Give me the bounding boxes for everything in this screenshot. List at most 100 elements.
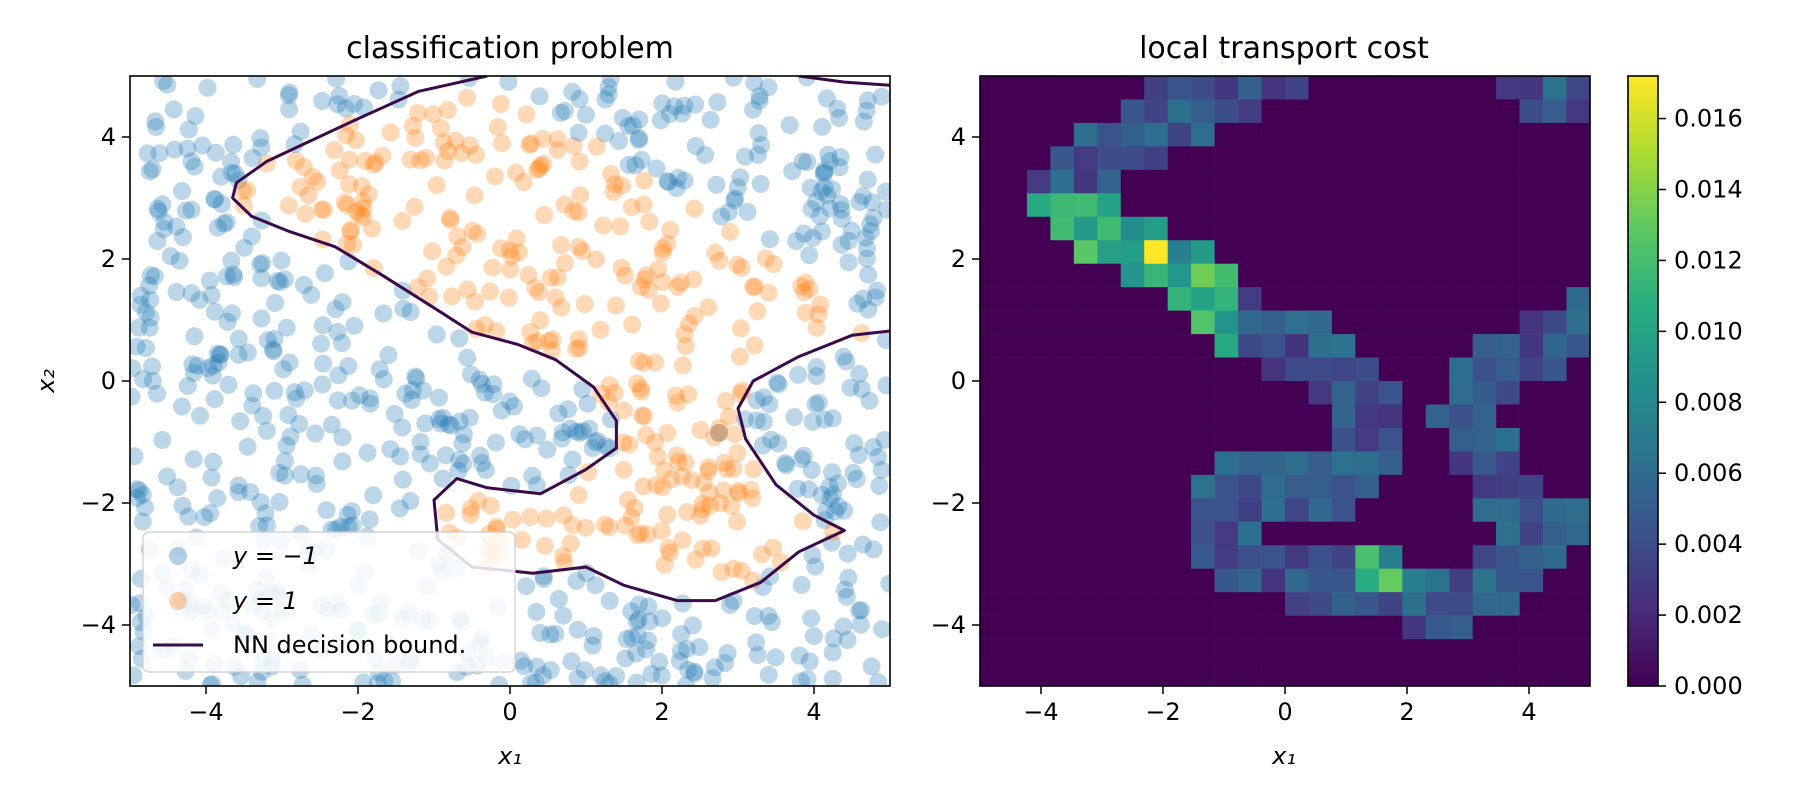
- heatmap-cell: [1050, 193, 1075, 218]
- point-class-neg: [345, 316, 364, 335]
- heatmap-cell: [1097, 427, 1122, 452]
- heatmap-cell: [1308, 263, 1333, 288]
- heatmap-cell: [1355, 334, 1380, 358]
- heatmap-cell: [1449, 404, 1473, 429]
- point-class-neg: [177, 201, 195, 220]
- point-class-neg: [718, 644, 737, 663]
- point-class-neg: [208, 489, 227, 508]
- heatmap-cell: [1167, 615, 1192, 640]
- heatmap-cell: [1378, 146, 1403, 171]
- point-class-neg: [803, 412, 822, 431]
- point-class-neg: [354, 98, 373, 117]
- point-class-pos: [466, 292, 484, 311]
- heatmap-cell: [1402, 639, 1427, 663]
- point-class-neg: [791, 672, 810, 686]
- point-class-neg: [724, 76, 743, 87]
- colorbar-tick-label: 0.000: [1674, 672, 1743, 700]
- point-class-neg: [358, 443, 377, 462]
- heatmap-cell: [1543, 99, 1567, 124]
- point-class-neg: [211, 345, 230, 364]
- heatmap-cell: [1331, 545, 1356, 569]
- point-class-neg: [229, 345, 248, 364]
- heatmap-cell: [1073, 193, 1098, 218]
- heatmap-cell: [1308, 498, 1333, 523]
- point-class-neg: [561, 419, 580, 438]
- heatmap-cell: [1120, 615, 1145, 640]
- point-class-neg: [719, 203, 738, 222]
- point-class-neg: [224, 265, 243, 284]
- heatmap-cell: [1331, 287, 1356, 311]
- point-class-pos: [342, 220, 361, 239]
- point-class-neg: [460, 408, 479, 427]
- point-class-neg: [150, 144, 169, 163]
- point-class-pos: [567, 340, 586, 359]
- heatmap-cell: [1402, 615, 1427, 640]
- point-class-neg: [817, 89, 836, 108]
- point-class-neg: [658, 172, 677, 191]
- heatmap-cell: [1308, 76, 1333, 100]
- heatmap-cell: [1167, 146, 1192, 171]
- point-class-neg: [154, 220, 173, 239]
- point-class-neg: [673, 594, 692, 613]
- heatmap-cell: [980, 521, 1004, 546]
- point-class-neg: [573, 380, 592, 399]
- heatmap-cell: [1238, 427, 1262, 452]
- point-class-pos: [611, 217, 630, 236]
- point-class-neg: [178, 139, 197, 158]
- heatmap-cell: [1073, 240, 1098, 264]
- point-class-neg: [794, 446, 813, 465]
- point-class-pos: [573, 242, 592, 261]
- point-class-pos: [728, 444, 747, 463]
- point-class-neg: [515, 657, 534, 676]
- heatmap-cell: [1003, 592, 1028, 616]
- heatmap-cell: [1472, 451, 1497, 476]
- point-class-pos: [675, 325, 694, 344]
- heatmap-cell: [1120, 240, 1145, 264]
- heatmap-cell: [1191, 216, 1215, 241]
- point-class-neg: [130, 447, 144, 466]
- heatmap-cell: [1214, 568, 1239, 593]
- heatmap-cell: [1214, 193, 1239, 218]
- heatmap-cell: [1144, 146, 1168, 171]
- heatmap-cell: [1097, 592, 1122, 616]
- point-class-neg: [530, 87, 549, 106]
- point-class-neg: [411, 432, 430, 451]
- heatmap-cell: [1378, 240, 1403, 264]
- point-class-neg: [306, 424, 325, 443]
- heatmap-cell: [1496, 193, 1520, 218]
- heatmap-cell: [1120, 521, 1145, 546]
- x-tick-label-right: 0: [1277, 698, 1292, 726]
- heatmap-cell: [1378, 334, 1403, 358]
- legend-marker-blue: [169, 547, 187, 565]
- heatmap-cell: [1167, 639, 1192, 663]
- heatmap-cell: [1378, 427, 1403, 452]
- point-class-pos: [655, 555, 674, 574]
- point-class-pos: [337, 126, 355, 145]
- heatmap-cell: [1003, 568, 1028, 593]
- point-class-pos: [613, 176, 632, 195]
- heatmap-cell: [980, 357, 1004, 382]
- point-class-neg: [619, 116, 638, 135]
- heatmap-cell: [1285, 662, 1309, 687]
- heatmap-cell: [1167, 169, 1192, 194]
- heatmap-cell: [1026, 592, 1051, 616]
- heatmap-cell: [1050, 498, 1075, 523]
- point-class-pos: [409, 104, 428, 122]
- point-class-neg: [683, 616, 702, 635]
- point-class-pos: [488, 118, 507, 137]
- point-class-pos: [530, 159, 549, 178]
- point-class-neg: [690, 638, 709, 657]
- point-class-neg: [462, 365, 480, 384]
- heatmap-cell: [1214, 146, 1239, 171]
- heatmap-cell: [1496, 615, 1520, 640]
- heatmap-cell: [1238, 451, 1262, 476]
- heatmap-cell: [1402, 451, 1427, 476]
- point-class-pos: [312, 200, 331, 219]
- point-class-pos: [612, 258, 631, 277]
- point-class-neg: [327, 76, 346, 88]
- heatmap-cell: [1003, 287, 1028, 311]
- heatmap-cell: [1566, 521, 1591, 546]
- point-class-pos: [637, 426, 656, 444]
- point-class-pos: [364, 155, 383, 174]
- heatmap-cell: [980, 427, 1004, 452]
